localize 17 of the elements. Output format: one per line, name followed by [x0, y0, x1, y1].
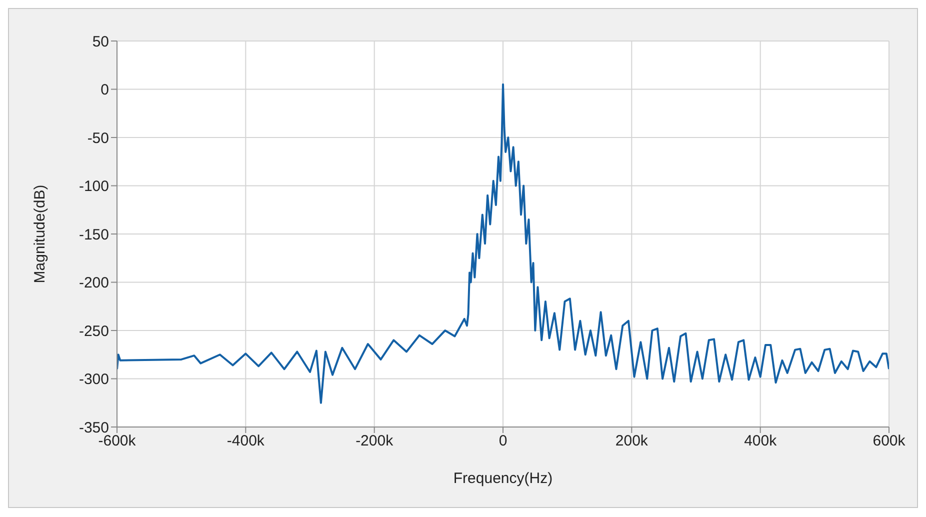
- x-tick-label: 400k: [744, 432, 778, 450]
- y-tick-label: -300: [78, 371, 109, 388]
- y-axis-title: Magnitude(dB): [31, 184, 48, 284]
- x-tick-label: -400k: [226, 432, 265, 450]
- x-tick-label: 0: [498, 432, 508, 450]
- x-tick-label: 600k: [872, 432, 906, 450]
- x-tick-label: 200k: [615, 432, 648, 450]
- y-tick-label: 0: [100, 82, 109, 99]
- y-tick-label: -100: [78, 178, 109, 196]
- y-tick-label: -250: [78, 322, 109, 340]
- y-tick-label: -50: [87, 130, 109, 147]
- y-tick-label: 50: [92, 33, 109, 50]
- y-tick-label: -200: [78, 274, 109, 292]
- y-tick-label: -150: [78, 226, 109, 244]
- x-axis-title: Frequency(Hz): [453, 470, 553, 487]
- line-series: [117, 83, 889, 404]
- x-tick-label: -200k: [356, 432, 394, 450]
